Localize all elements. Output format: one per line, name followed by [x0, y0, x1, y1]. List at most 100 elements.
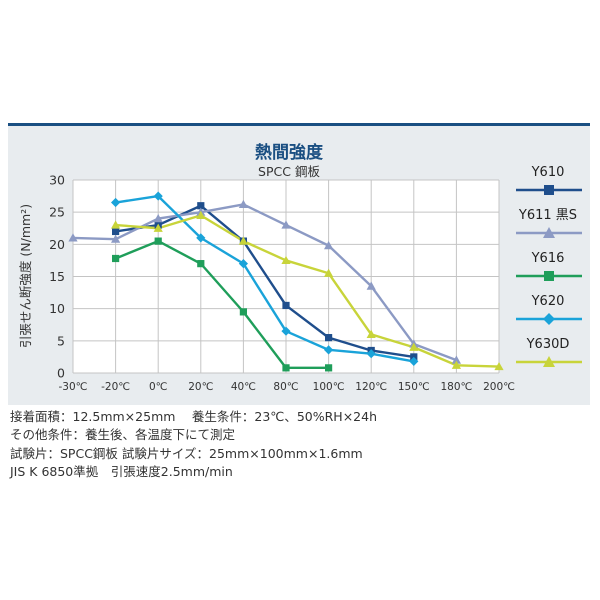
- series-line-segment: [370, 284, 415, 346]
- data-point: [112, 227, 120, 236]
- y-tick-label: 25: [49, 205, 65, 220]
- series-line-segment: [327, 348, 373, 355]
- legend-marker: [544, 271, 554, 281]
- note-line: 接着面積：12.5mm×25mm 養生条件：23℃、50%RH×24h: [10, 409, 378, 424]
- series-line-segment: [199, 203, 245, 214]
- note-line: その他条件：養生後、各温度下にて測定: [10, 427, 236, 443]
- data-point: [197, 260, 205, 268]
- legend-label: Y616: [531, 251, 565, 266]
- data-point: [409, 342, 419, 351]
- y-tick-label: 15: [49, 269, 65, 284]
- note-line: 試験片：SPCC鋼板 試験片サイズ：25mm×100mm×1.6mm: [10, 445, 363, 461]
- data-point: [282, 364, 290, 372]
- series-line-segment: [327, 336, 373, 352]
- data-point: [366, 329, 376, 338]
- data-point: [494, 361, 504, 371]
- x-tick-label: 100℃: [313, 381, 345, 393]
- x-tick-label: 150℃: [398, 381, 430, 393]
- data-point: [153, 223, 163, 232]
- x-tick-label: 40℃: [231, 381, 256, 393]
- chart-panel: 0 5 10 15 20 25 30 -30℃ -20℃ 0℃ 20℃ 40℃ 80℃ 100℃ 120℃…: [8, 123, 590, 405]
- legend-marker: [543, 313, 555, 325]
- data-point: [196, 233, 206, 243]
- data-point: [196, 210, 206, 219]
- y-tick-label: 20: [49, 237, 65, 252]
- data-point: [153, 191, 163, 201]
- series-line-segment: [242, 262, 288, 333]
- series-line-segment: [156, 194, 203, 240]
- note-line: JIS K 6850準拠 引張速度2.5mm/min: [10, 463, 233, 479]
- series-line-segment: [412, 346, 458, 367]
- data-point: [324, 345, 334, 355]
- x-tick-label: -20℃: [101, 381, 130, 393]
- data-point: [111, 220, 121, 229]
- x-tick-label: -30℃: [59, 381, 88, 393]
- data-point: [112, 254, 120, 263]
- series-line-segment: [284, 259, 330, 275]
- series-line-segment: [199, 236, 245, 265]
- x-tick-label: 180℃: [440, 381, 472, 393]
- x-tick-label: 120℃: [355, 381, 387, 393]
- data-point: [154, 237, 162, 245]
- series-line-segment: [114, 239, 160, 260]
- data-point: [451, 360, 461, 369]
- data-point: [324, 241, 334, 250]
- series-line-segment: [199, 214, 245, 243]
- y-tick-label: 5: [57, 333, 65, 348]
- x-tick-label: 200℃: [483, 381, 515, 393]
- x-tick-label: 80℃: [273, 381, 298, 393]
- data-point: [324, 268, 334, 277]
- series-line-segment: [242, 203, 288, 227]
- legend-marker: [543, 356, 555, 367]
- series-line-segment: [284, 223, 330, 247]
- data-point: [238, 199, 248, 209]
- series-line-segment: [114, 223, 160, 230]
- series-line-segment: [242, 239, 288, 262]
- series-line-segment: [199, 262, 245, 314]
- data-point: [238, 236, 248, 245]
- data-point: [281, 255, 291, 265]
- data-point: [282, 301, 290, 310]
- legend-label: Y620: [531, 294, 565, 309]
- series-line-segment: [455, 364, 501, 368]
- data-point: [325, 364, 333, 372]
- data-point: [239, 308, 247, 316]
- series-line-segment: [242, 310, 288, 370]
- x-tick-label: 20℃: [188, 381, 213, 393]
- y-tick-label: 0: [57, 366, 65, 381]
- series-line-segment: [370, 333, 415, 349]
- legend-label: Y630D: [526, 337, 570, 352]
- chart-title: 熱間強度: [255, 142, 324, 163]
- test-conditions: 接着面積：12.5mm×25mm 養生条件：23℃、50%RH×24h その他条…: [10, 408, 377, 481]
- y-tick-label: 10: [49, 301, 65, 316]
- series-line-segment: [327, 244, 373, 288]
- series-line-segment: [71, 236, 117, 241]
- x-tick-label: 0℃: [149, 381, 167, 393]
- data-point: [366, 281, 376, 290]
- data-point: [111, 234, 121, 243]
- series-line-segment: [242, 239, 288, 307]
- legend-label: Y611 黒S: [518, 208, 577, 223]
- series-line-segment: [114, 194, 160, 204]
- series-line-segment: [284, 329, 330, 352]
- data-point: [68, 233, 78, 242]
- legend-label: Y610: [531, 165, 565, 180]
- data-point: [153, 214, 163, 223]
- series-line-segment: [370, 349, 415, 359]
- series-line-segment: [156, 214, 203, 230]
- data-point: [281, 220, 291, 229]
- legend-marker: [543, 227, 555, 238]
- data-point: [111, 197, 121, 208]
- hot-strength-chart: 0 5 10 15 20 25 30 -30℃ -20℃ 0℃ 20℃ 40℃ 80℃ 100℃ 120℃…: [18, 142, 582, 393]
- series-line-segment: [284, 304, 330, 339]
- legend-marker: [544, 185, 554, 195]
- data-point: [451, 355, 461, 364]
- series-line-segment: [412, 342, 458, 362]
- data-point: [366, 349, 376, 359]
- series-line-segment: [156, 239, 203, 265]
- data-point: [197, 202, 205, 210]
- data-point: [325, 334, 333, 342]
- y-axis-label: 引張せん断強度 (N/mm²): [18, 204, 33, 348]
- y-tick-label: 30: [49, 173, 65, 188]
- series-line-segment: [114, 217, 160, 241]
